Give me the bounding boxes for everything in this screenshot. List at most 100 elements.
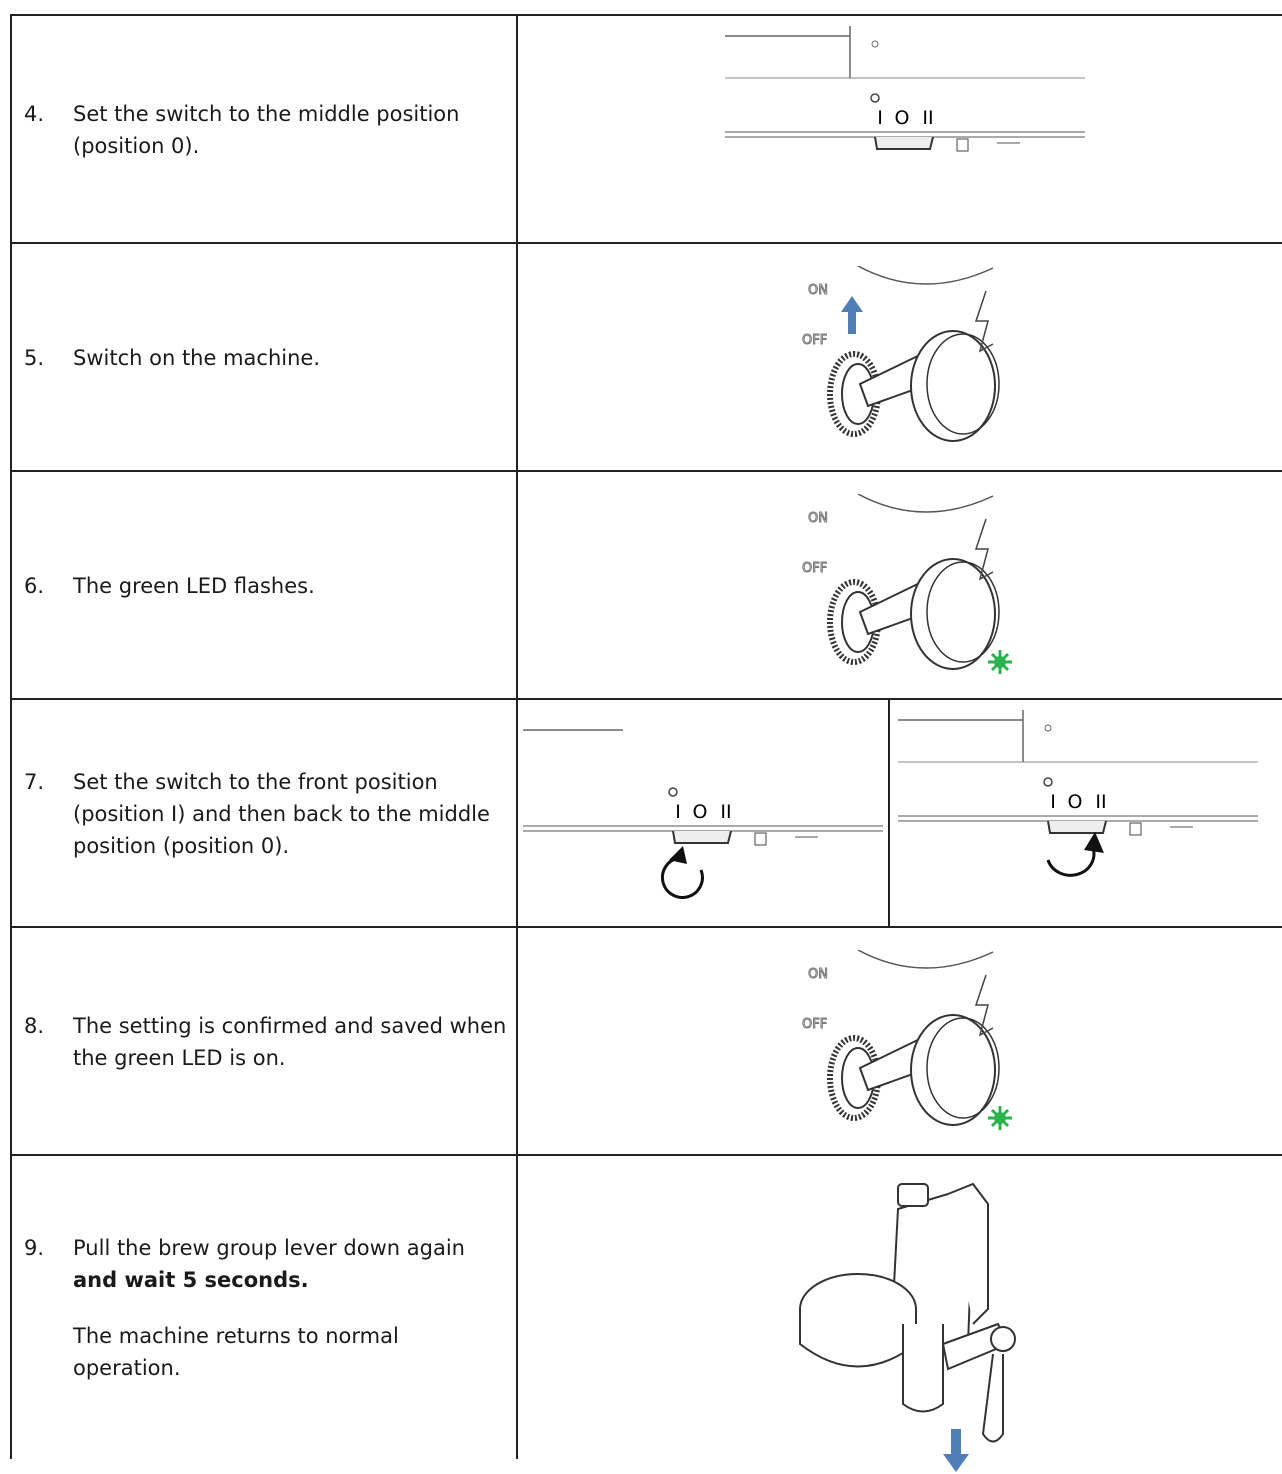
illustration-part bbox=[974, 290, 994, 353]
illustration bbox=[799, 1182, 1016, 1472]
illustration-label: ON bbox=[808, 283, 828, 298]
illustration-label: OFF bbox=[802, 1017, 827, 1032]
step-instruction: Set the switch to the front position (po… bbox=[73, 770, 490, 858]
illustration-label: I bbox=[1050, 791, 1056, 813]
illustration-label: II bbox=[1095, 791, 1106, 813]
step-cell: Switch on the machine. 5. bbox=[10, 244, 518, 472]
table-row: Set the switch to the middle position (p… bbox=[10, 14, 1282, 244]
step-number: 8. bbox=[24, 1014, 45, 1038]
illustration-label: OFF bbox=[802, 333, 827, 348]
illustration-part bbox=[1044, 724, 1052, 732]
step-number: 7. bbox=[24, 770, 45, 794]
step-cell: Set the switch to the front position (po… bbox=[10, 700, 518, 928]
illustration-part bbox=[799, 1309, 917, 1368]
illustration-cell: ON OFF bbox=[518, 472, 1282, 700]
illustration-part bbox=[841, 296, 863, 334]
illustration-part bbox=[754, 832, 767, 846]
illustration: I O II bbox=[523, 729, 883, 899]
illustration-part bbox=[1084, 832, 1104, 853]
illustration-cell: I O II bbox=[518, 16, 1282, 244]
illustration-part bbox=[669, 846, 687, 864]
step-text: Switch on the machine. bbox=[73, 342, 508, 374]
step-instruction: Set the switch to the middle position (p… bbox=[73, 102, 460, 158]
illustration-part bbox=[947, 1182, 989, 1325]
step-instruction: The setting is confirmed and saved when … bbox=[73, 1014, 507, 1070]
cell-divider bbox=[888, 700, 890, 928]
illustration-part bbox=[943, 1429, 969, 1472]
illustration-label: I bbox=[675, 801, 681, 823]
illustration-part bbox=[956, 138, 969, 152]
illustration-part bbox=[1129, 822, 1142, 836]
illustration-part bbox=[926, 561, 1000, 663]
step-instruction: The green LED flashes. bbox=[73, 574, 315, 598]
step-number: 6. bbox=[24, 574, 45, 598]
step-text: Set the switch to the middle position (p… bbox=[73, 98, 508, 162]
illustration-part bbox=[974, 974, 994, 1037]
illustration-part bbox=[910, 330, 996, 442]
illustration-part bbox=[661, 856, 704, 899]
step-number: 5. bbox=[24, 346, 45, 370]
illustration-part bbox=[897, 1183, 929, 1207]
step-number: 4. bbox=[24, 102, 45, 126]
illustration-part bbox=[870, 93, 880, 103]
illustration-part bbox=[910, 1014, 996, 1126]
illustration-label: ON bbox=[808, 511, 828, 526]
step-instruction: Pull the brew group lever down again bbox=[73, 1235, 465, 1260]
illustration-part bbox=[1047, 820, 1107, 834]
illustration-part bbox=[994, 656, 1006, 668]
illustration-cell: I O II I O II bbox=[518, 700, 1282, 928]
table-row: Pull the brew group lever down again and… bbox=[10, 1154, 1282, 1472]
illustration: I O II bbox=[898, 710, 1258, 877]
illustration-cell: ON OFF bbox=[518, 244, 1282, 472]
illustration-label: OFF bbox=[802, 561, 827, 576]
illustration: I O II bbox=[725, 26, 1085, 152]
illustration-label: II bbox=[720, 801, 731, 823]
illustration-part bbox=[871, 40, 879, 48]
step-text: The setting is confirmed and saved when … bbox=[73, 1010, 508, 1074]
illustration-part bbox=[672, 830, 732, 844]
step-text: Set the switch to the front position (po… bbox=[73, 766, 508, 862]
table-row: Switch on the machine. 5. ON OFF bbox=[10, 242, 1282, 472]
step-text: Pull the brew group lever down again and… bbox=[73, 1232, 508, 1384]
step-paragraph: Switch on the machine. bbox=[73, 342, 508, 374]
illustration: ON OFF bbox=[802, 266, 1000, 442]
step-paragraph: Pull the brew group lever down again and… bbox=[73, 1232, 508, 1296]
step-instruction: Switch on the machine. bbox=[73, 346, 320, 370]
illustration-label: II bbox=[922, 107, 933, 129]
illustration: ON OFF bbox=[802, 950, 1012, 1130]
illustration-part bbox=[857, 950, 994, 969]
step-text: The green LED flashes. bbox=[73, 570, 508, 602]
step-number: 9. bbox=[24, 1236, 45, 1260]
step-cell: The setting is confirmed and saved when … bbox=[10, 928, 518, 1156]
step-cell: Pull the brew group lever down again and… bbox=[10, 1156, 518, 1459]
illustration: ON OFF bbox=[802, 494, 1012, 674]
illustration-part bbox=[857, 266, 994, 285]
step-cell: Set the switch to the middle position (p… bbox=[10, 16, 518, 244]
step-emphasis: and wait 5 seconds. bbox=[73, 1267, 309, 1292]
table-row: The setting is confirmed and saved when … bbox=[10, 926, 1282, 1156]
illustration-label: O bbox=[693, 801, 708, 823]
step-note: The machine returns to normal operation. bbox=[73, 1323, 399, 1380]
illustration-part bbox=[874, 136, 934, 150]
illustration-part bbox=[926, 333, 1000, 435]
illustration-label: O bbox=[1068, 791, 1083, 813]
illustration-part bbox=[910, 558, 996, 670]
illustration-label: ON bbox=[808, 967, 828, 982]
illustration-part bbox=[974, 518, 994, 581]
step-paragraph: Set the switch to the middle position (p… bbox=[73, 98, 508, 162]
step-paragraph: Set the switch to the front position (po… bbox=[73, 766, 508, 862]
illustration-cell: ON OFF bbox=[518, 928, 1282, 1156]
illustration-part bbox=[668, 787, 678, 797]
step-cell: The green LED flashes. 6. bbox=[10, 472, 518, 700]
illustration-part bbox=[994, 1112, 1006, 1124]
illustration-label: I bbox=[877, 107, 883, 129]
illustration-part bbox=[902, 1324, 944, 1413]
table-row: The green LED flashes. 6. ON OFF bbox=[10, 470, 1282, 700]
illustration-part bbox=[1046, 847, 1096, 877]
illustration-part bbox=[990, 1326, 1016, 1352]
illustration-part bbox=[981, 1353, 1004, 1443]
illustration-part bbox=[857, 494, 994, 513]
illustration-part bbox=[1043, 777, 1053, 787]
illustration-label: O bbox=[895, 107, 910, 129]
